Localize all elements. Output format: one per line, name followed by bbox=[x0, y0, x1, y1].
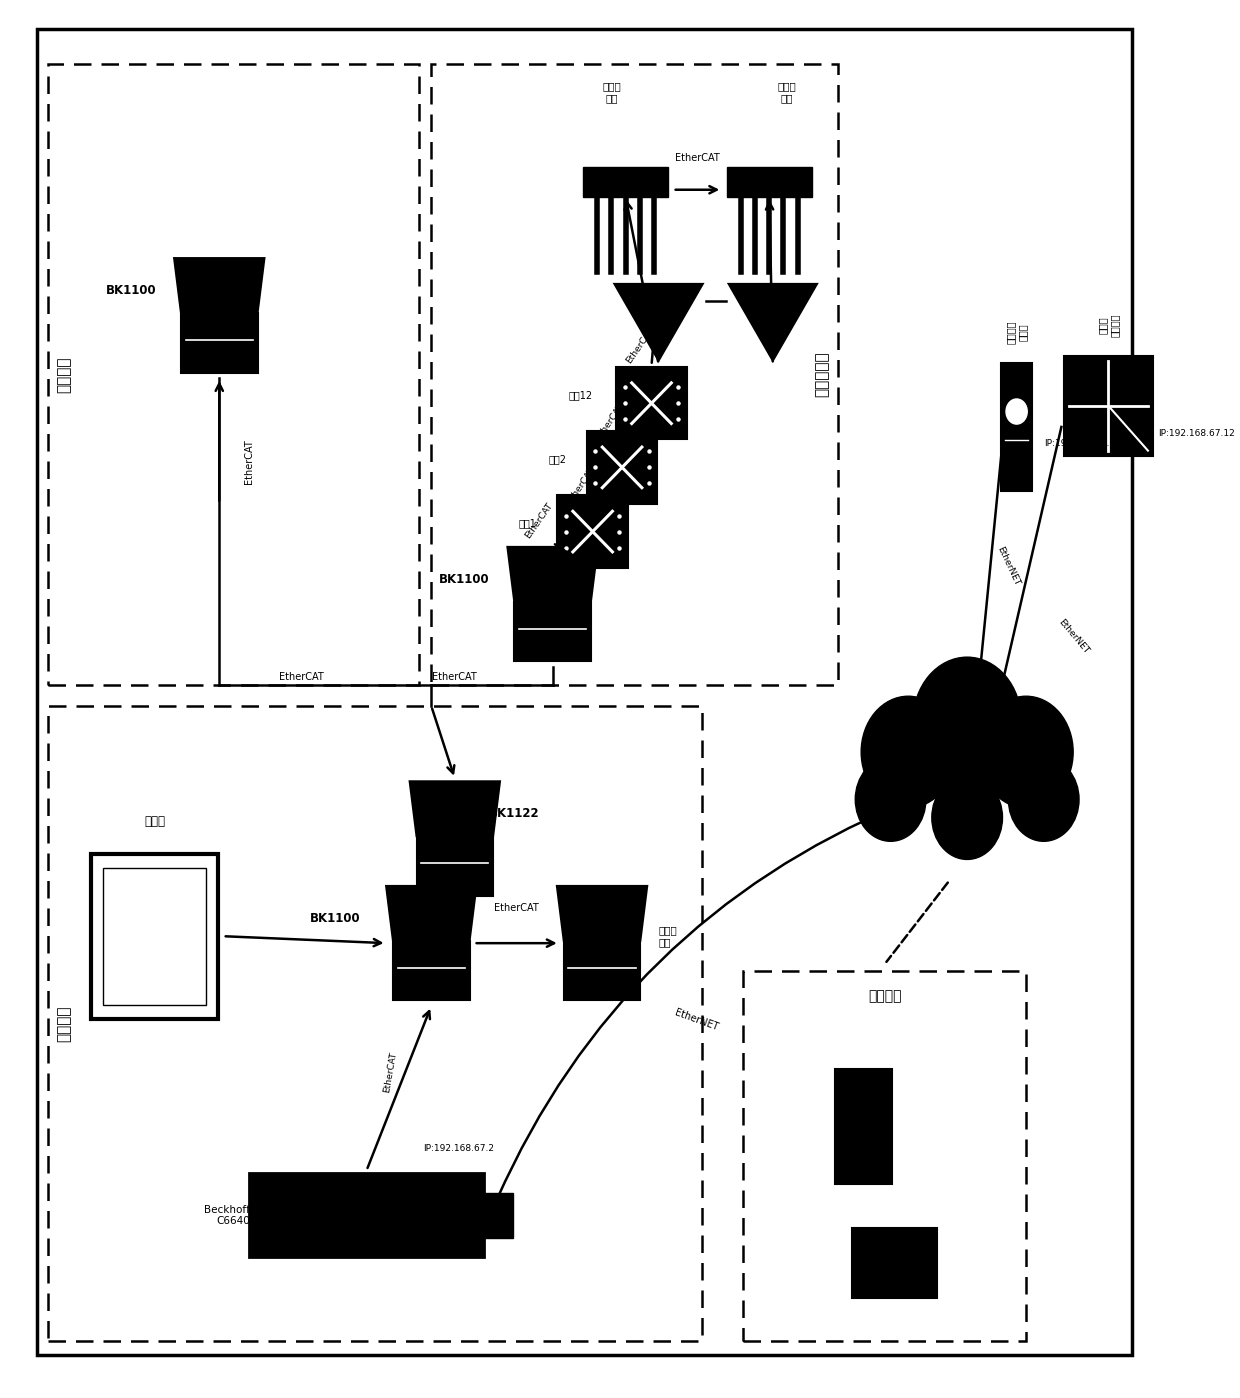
Text: 无线终端: 无线终端 bbox=[868, 990, 901, 1004]
Text: 控制主机: 控制主机 bbox=[56, 1005, 72, 1042]
FancyBboxPatch shape bbox=[417, 836, 494, 896]
Text: 伺服1: 伺服1 bbox=[518, 519, 537, 528]
FancyBboxPatch shape bbox=[249, 1173, 485, 1257]
Text: BK1100: BK1100 bbox=[105, 284, 156, 296]
Circle shape bbox=[1006, 398, 1027, 424]
Text: BK1100: BK1100 bbox=[439, 573, 490, 586]
Text: 焊接机器人: 焊接机器人 bbox=[815, 352, 830, 397]
Text: 手持式
操作面板: 手持式 操作面板 bbox=[1097, 313, 1120, 337]
Circle shape bbox=[856, 758, 926, 842]
Polygon shape bbox=[507, 547, 598, 601]
FancyBboxPatch shape bbox=[852, 1229, 936, 1299]
Text: EtherNET: EtherNET bbox=[996, 545, 1022, 587]
Polygon shape bbox=[614, 284, 703, 361]
Text: EtherCAT: EtherCAT bbox=[595, 401, 626, 440]
Polygon shape bbox=[409, 781, 500, 836]
Circle shape bbox=[1008, 758, 1079, 842]
Text: 伺服12: 伺服12 bbox=[569, 390, 593, 400]
FancyBboxPatch shape bbox=[393, 941, 470, 1001]
FancyBboxPatch shape bbox=[91, 854, 218, 1019]
Polygon shape bbox=[557, 886, 647, 941]
Text: IP:192.168.67.12: IP:192.168.67.12 bbox=[1158, 429, 1235, 439]
Text: EtherCAT: EtherCAT bbox=[523, 500, 554, 540]
FancyBboxPatch shape bbox=[515, 601, 591, 661]
Text: EtherCAT: EtherCAT bbox=[624, 327, 655, 365]
FancyBboxPatch shape bbox=[1064, 355, 1153, 456]
Text: BK1100: BK1100 bbox=[310, 911, 360, 924]
FancyBboxPatch shape bbox=[583, 166, 668, 197]
Text: EtherNET: EtherNET bbox=[1056, 617, 1090, 656]
Text: EtherCAT: EtherCAT bbox=[382, 1051, 398, 1093]
Polygon shape bbox=[174, 259, 264, 313]
Text: EtherCAT: EtherCAT bbox=[279, 671, 324, 682]
FancyBboxPatch shape bbox=[103, 868, 206, 1005]
Text: 伺服2: 伺服2 bbox=[548, 454, 567, 464]
Text: Beckhoff主机
C6640: Beckhoff主机 C6640 bbox=[205, 1205, 263, 1226]
FancyBboxPatch shape bbox=[564, 941, 640, 1001]
Text: EtherCAT: EtherCAT bbox=[565, 466, 596, 505]
Polygon shape bbox=[386, 886, 476, 941]
Text: 右侧扫
描头: 右侧扫 描头 bbox=[777, 81, 796, 103]
FancyBboxPatch shape bbox=[181, 313, 258, 372]
Text: BK1122: BK1122 bbox=[489, 807, 539, 819]
Text: 人机界面
服务器: 人机界面 服务器 bbox=[1006, 320, 1028, 344]
Text: EtherCAT: EtherCAT bbox=[675, 152, 720, 162]
Text: EtherCAT: EtherCAT bbox=[433, 671, 477, 682]
FancyBboxPatch shape bbox=[727, 166, 812, 197]
Circle shape bbox=[861, 696, 955, 808]
Text: 组位设置: 组位设置 bbox=[56, 356, 72, 393]
FancyBboxPatch shape bbox=[587, 431, 657, 503]
Text: EtherCAT: EtherCAT bbox=[244, 439, 254, 484]
Text: 左侧扫
描头: 左侧扫 描头 bbox=[603, 81, 621, 103]
Circle shape bbox=[931, 776, 1002, 860]
FancyBboxPatch shape bbox=[557, 495, 627, 568]
Text: IP:192.168.67.2: IP:192.168.67.2 bbox=[423, 1144, 494, 1153]
Text: 位置编
码器: 位置编 码器 bbox=[658, 925, 677, 946]
Text: EtherNET: EtherNET bbox=[673, 1008, 719, 1032]
Polygon shape bbox=[729, 284, 817, 361]
FancyBboxPatch shape bbox=[485, 1192, 512, 1237]
Circle shape bbox=[978, 696, 1073, 808]
Text: IP:192.168.67.10: IP:192.168.67.10 bbox=[1044, 439, 1121, 449]
Circle shape bbox=[913, 657, 1022, 786]
Text: EtherCAT: EtherCAT bbox=[495, 903, 539, 913]
Text: 触摸屏: 触摸屏 bbox=[144, 815, 165, 828]
FancyBboxPatch shape bbox=[616, 366, 687, 439]
FancyBboxPatch shape bbox=[1002, 362, 1032, 491]
FancyBboxPatch shape bbox=[836, 1069, 892, 1184]
